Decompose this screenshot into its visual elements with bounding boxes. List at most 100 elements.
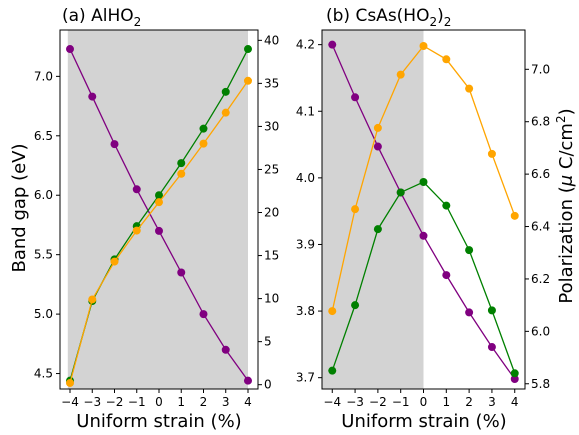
panel-a-y-axis-label: Band gap (eV) (9, 144, 30, 273)
panel-b-shaded-region (322, 30, 424, 389)
x-tick-label: −1 (128, 395, 146, 409)
series-2-point (442, 201, 451, 210)
y-tick-label: 4.1 (296, 104, 315, 118)
panel-b-title-suffix: ) (437, 6, 444, 26)
y2-label-main: Polarization ( (556, 186, 577, 303)
x-tick-label: −3 (83, 395, 101, 409)
series-0-point (373, 142, 382, 151)
series-2-point (465, 246, 474, 255)
series-1-point (221, 87, 230, 96)
x-tick-label: 0 (420, 395, 428, 409)
series-0-point (351, 93, 360, 102)
y2-tick-label: 35 (264, 76, 279, 90)
panel-a-title: (a) AlHO2 (62, 6, 141, 29)
series-2-point (155, 198, 163, 207)
x-tick-label: 2 (200, 395, 208, 409)
series-0-point (110, 140, 119, 149)
y2-tick-label: 6.0 (531, 324, 550, 338)
series-1-point (510, 211, 519, 220)
series-2-point (510, 369, 519, 378)
y2-tick-label: 6.2 (531, 272, 550, 286)
x-tick-label: −4 (61, 395, 79, 409)
panel-a-x-axis-label: Uniform strain (%) (76, 411, 241, 430)
series-2-point (66, 378, 75, 387)
y2-tick-label: 30 (264, 119, 279, 133)
x-tick-label: 0 (155, 395, 163, 409)
series-1-point (177, 159, 186, 168)
x-tick-label: −4 (323, 395, 341, 409)
panel-b-title-subscript-2: 2 (444, 15, 452, 29)
y2-label-unit: C/cm (556, 123, 577, 175)
series-0-point (419, 231, 428, 240)
series-1-point (465, 84, 474, 93)
panel-a-y2-ticks: 0 5 10 15 20 25 30 35 40 (258, 33, 279, 392)
series-0-point (442, 271, 451, 280)
y2-tick-label: 5 (264, 335, 272, 349)
y-tick-label: 6.0 (34, 188, 53, 202)
panel-b: −4 −3 −2 −1 0 1 2 3 4 3.7 3.8 3.9 4.0 4.1 4.2 5.8 6.0 6… (296, 6, 577, 432)
panel-b-x-ticks: −4 −3 −2 −1 0 1 2 3 4 (323, 389, 519, 409)
y2-tick-label: 20 (264, 206, 279, 220)
series-2-point (328, 366, 337, 375)
series-1-point (442, 55, 451, 64)
panel-a-title-main: (a) AlHO (62, 6, 134, 26)
panel-b-title-main: (b) CsAs(HO (326, 6, 429, 26)
series-2-point (199, 139, 208, 148)
series-2-point (110, 257, 119, 266)
series-0-point (243, 376, 252, 385)
x-tick-label: −1 (392, 395, 410, 409)
series-0-point (177, 268, 186, 277)
series-1-point (487, 149, 496, 158)
x-tick-label: 4 (244, 395, 252, 409)
panel-b-series (328, 40, 519, 384)
y2-tick-label: 7.0 (531, 62, 550, 76)
y-tick-label: 7.0 (34, 69, 53, 83)
y-tick-label: 4.5 (34, 367, 53, 381)
series-2-point (487, 306, 496, 315)
series-0-point (88, 92, 97, 101)
series-2-point (221, 108, 230, 117)
series-2-point (351, 301, 360, 310)
x-tick-label: −2 (369, 395, 387, 409)
series-2-point (88, 295, 97, 304)
panel-a: −4 −3 −2 −1 0 1 2 3 4 4.55.05.56.06.57.0 0510152… (9, 6, 279, 432)
panel-b-title: (b) CsAs(HO2)2 (326, 6, 451, 29)
y-tick-label: 3.7 (296, 371, 315, 385)
series-0-point (510, 375, 519, 384)
series-1-point (373, 123, 382, 132)
x-tick-label: 1 (442, 395, 450, 409)
y2-tick-label: 5.8 (531, 377, 550, 391)
series-1-point (243, 45, 252, 54)
series-0-point (155, 226, 163, 235)
series-0-point (221, 345, 230, 354)
series-2-point (396, 188, 405, 197)
series-0-point (66, 45, 75, 54)
y-tick-label: 4.2 (296, 38, 315, 52)
panel-a-x-ticks: −4 −3 −2 −1 0 1 2 3 4 (61, 389, 252, 409)
x-tick-label: 3 (488, 395, 496, 409)
series-0-point (487, 343, 496, 352)
y-tick-label: 3.9 (296, 237, 315, 251)
y2-label-close: ) (556, 108, 577, 115)
y2-tick-label: 10 (264, 292, 279, 306)
series-0-point (132, 185, 141, 194)
y2-tick-label: 15 (264, 249, 279, 263)
series-0-point (328, 40, 337, 49)
y-tick-label: 5.0 (34, 307, 53, 321)
panel-a-shaded-region (67, 30, 248, 389)
panel-a-series (66, 45, 252, 387)
series-2-point (419, 177, 428, 186)
panel-a-title-subscript: 2 (134, 15, 142, 29)
y2-tick-label: 40 (264, 33, 279, 47)
series-1-point (328, 307, 337, 316)
x-tick-label: 2 (465, 395, 473, 409)
x-tick-label: 1 (177, 395, 185, 409)
series-1-point (155, 191, 163, 200)
panel-b-y-ticks: 3.7 3.8 3.9 4.0 4.1 4.2 (296, 38, 322, 385)
series-1-point (396, 70, 405, 79)
x-tick-label: −3 (346, 395, 364, 409)
y2-label-mu: μ (556, 175, 577, 187)
y2-tick-label: 6.8 (531, 115, 550, 129)
series-2-point (177, 169, 186, 178)
